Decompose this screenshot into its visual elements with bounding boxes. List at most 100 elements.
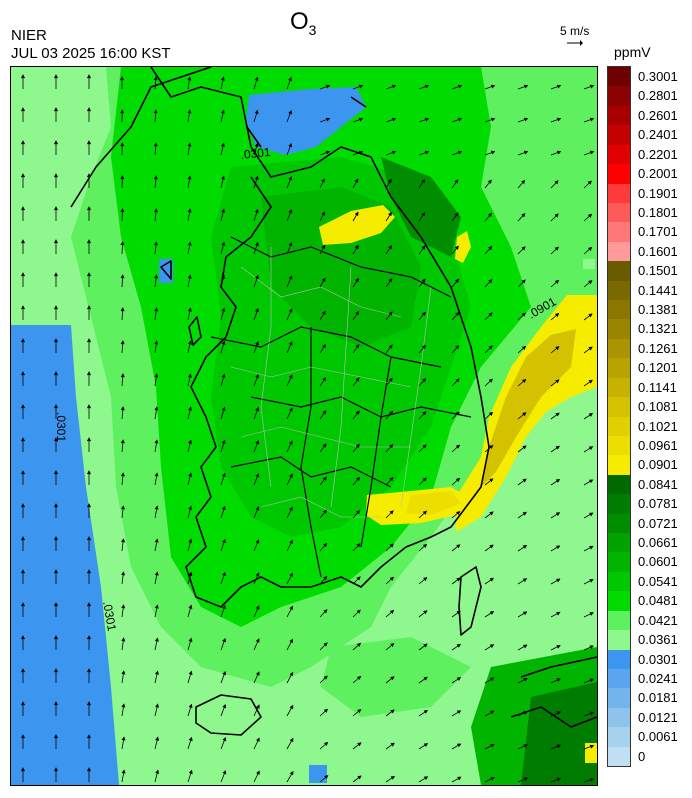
colorbar-cell: [608, 86, 630, 107]
wind-vector-head: [53, 173, 59, 178]
wind-vector-head: [589, 512, 594, 517]
wind-vector-head: [53, 668, 59, 673]
wind-vector-head: [556, 744, 562, 749]
wind-vector-head: [187, 175, 192, 180]
wind-vector-head: [289, 506, 293, 511]
wind-vector-head: [488, 445, 494, 450]
wind-vector-head: [86, 272, 92, 277]
wind-reference-arrow-icon: [567, 40, 583, 46]
wind-vector-head: [523, 644, 528, 649]
wind-vector-head: [288, 76, 292, 82]
wind-vector-head: [53, 767, 59, 772]
colorbar-cell: [608, 319, 630, 340]
wind-vector-head: [121, 703, 126, 708]
wind-vector-head: [154, 505, 159, 510]
wind-vector-head: [354, 244, 359, 250]
wind-vector-head: [488, 411, 494, 416]
wind-vector-head: [523, 150, 529, 155]
wind-vector-head: [321, 244, 326, 249]
wind-vector-head: [388, 211, 392, 217]
wind-vector-head: [188, 571, 193, 576]
wind-vector-head: [288, 242, 293, 247]
wind-vector-head: [356, 675, 362, 680]
wind-vector-head: [588, 280, 593, 285]
wind-vector-head: [323, 708, 329, 713]
wind-vector-head: [488, 245, 493, 251]
wind-vector-head: [589, 545, 594, 550]
wind-vector-head: [255, 638, 260, 643]
colorbar-cell: [608, 164, 630, 184]
wind-vector-head: [455, 511, 461, 516]
wind-vector-head: [323, 675, 328, 680]
wind-vector-head: [120, 373, 125, 378]
wind-vector-head: [421, 178, 425, 184]
wind-vector-head: [86, 140, 92, 145]
wind-vector-head: [154, 472, 159, 477]
wind-vector-head: [86, 701, 92, 706]
wind-vector-head: [121, 505, 126, 510]
wind-vector-head: [187, 208, 192, 213]
wind-vector-head: [20, 74, 26, 79]
colorbar-cell: [608, 261, 630, 282]
wind-vector-head: [221, 373, 226, 378]
wind-vector-head: [187, 109, 192, 114]
wind-vector-head: [221, 340, 226, 345]
wind-vector-head: [221, 274, 226, 279]
wind-vector-head: [121, 736, 126, 741]
wind-vector-head: [53, 74, 59, 79]
colorbar-label: 0: [638, 748, 646, 764]
wind-vector-head: [187, 307, 192, 312]
wind-vector-head: [355, 310, 360, 316]
wind-vector-head: [325, 150, 331, 155]
wind-vector-head: [322, 410, 327, 415]
wind-vector-head: [423, 709, 429, 714]
wind-vector-head: [86, 734, 92, 739]
wind-vector-head: [121, 769, 126, 774]
colorbar-cell: [608, 610, 630, 631]
colorbar-cell: [608, 533, 630, 553]
colorbar-cell: [608, 707, 630, 728]
wind-vector-head: [20, 173, 26, 178]
wind-vector-head: [555, 379, 560, 384]
wind-vector-head: [388, 377, 393, 382]
wind-vector-head: [255, 671, 260, 676]
wind-vector-head: [222, 571, 226, 577]
wind-vector-head: [221, 439, 226, 445]
field-region-0781-se: [521, 682, 597, 785]
wind-vector-head: [589, 150, 595, 155]
wind-vector-head: [86, 206, 92, 211]
wind-vector-head: [86, 437, 92, 442]
wind-vector-head: [154, 670, 159, 675]
field-region-high-east-core: [481, 329, 576, 487]
wind-vector-head: [86, 404, 92, 409]
wind-vector-head: [357, 709, 362, 714]
wind-vector-head: [456, 610, 461, 615]
map-title-subscript: 3: [308, 21, 317, 38]
wind-vector-head: [53, 569, 59, 574]
wind-vector-head: [154, 406, 159, 411]
wind-vector-head: [455, 345, 460, 350]
wind-vector-head: [289, 671, 294, 677]
wind-vector-head: [20, 635, 26, 640]
wind-vector-head: [53, 602, 59, 607]
agency-label: NIER: [11, 27, 47, 44]
wind-vector-head: [120, 109, 125, 114]
colorbar-cell: [608, 494, 630, 515]
wind-vector-head: [421, 344, 427, 350]
wind-vector-head: [222, 604, 226, 610]
wind-vector-head: [187, 340, 192, 345]
wind-vector-head: [454, 212, 459, 217]
wind-vector-head: [356, 509, 361, 515]
wind-vector-head: [53, 206, 59, 211]
wind-vector-head: [20, 470, 26, 475]
wind-vector-head: [221, 505, 226, 511]
wind-vector-head: [20, 206, 26, 211]
colorbar-cell: [608, 105, 630, 126]
colorbar-label: 0.2801: [638, 88, 678, 104]
wind-vector-head: [456, 710, 462, 715]
wind-vector-head: [289, 572, 293, 577]
wind-vector-head: [356, 642, 362, 647]
wind-vector-head: [188, 604, 193, 609]
wind-vector-head: [390, 742, 395, 747]
wind-vector-head: [53, 338, 59, 343]
